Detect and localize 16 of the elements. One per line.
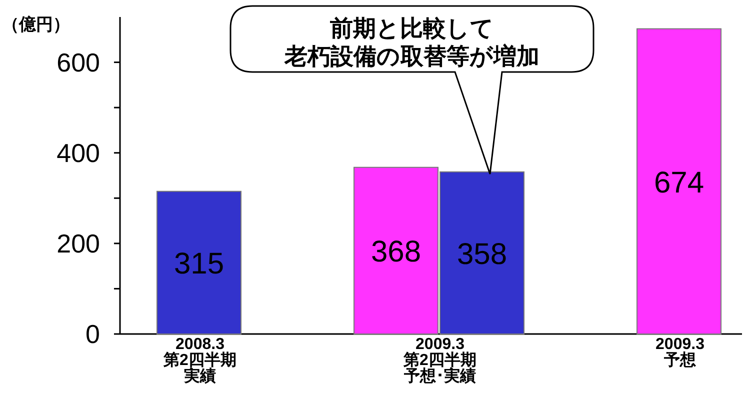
annotation: 前期と比較して: [329, 15, 494, 41]
bar: [636, 28, 722, 334]
y-tick-label: 200: [56, 228, 100, 258]
data-label: 674: [654, 166, 704, 200]
x-tick-label: 2008.3 第2四半期実績: [162, 336, 238, 385]
bar: [156, 190, 242, 334]
x-tick-label: 2009.3 予想: [654, 336, 706, 369]
x-tick-label: 2009.3 第2四半期予想･実績: [402, 336, 478, 385]
y-tick-label: 400: [56, 138, 100, 168]
data-label: 368: [370, 236, 422, 269]
data-label: 358: [456, 238, 508, 271]
data-label: 315: [174, 248, 224, 281]
annotation: 老朽設備の取替等が増加: [284, 43, 540, 69]
y-axis-title: （億円）: [2, 15, 70, 34]
y-tick-label: 600: [56, 47, 100, 78]
y-tick-label: 0: [86, 319, 100, 349]
